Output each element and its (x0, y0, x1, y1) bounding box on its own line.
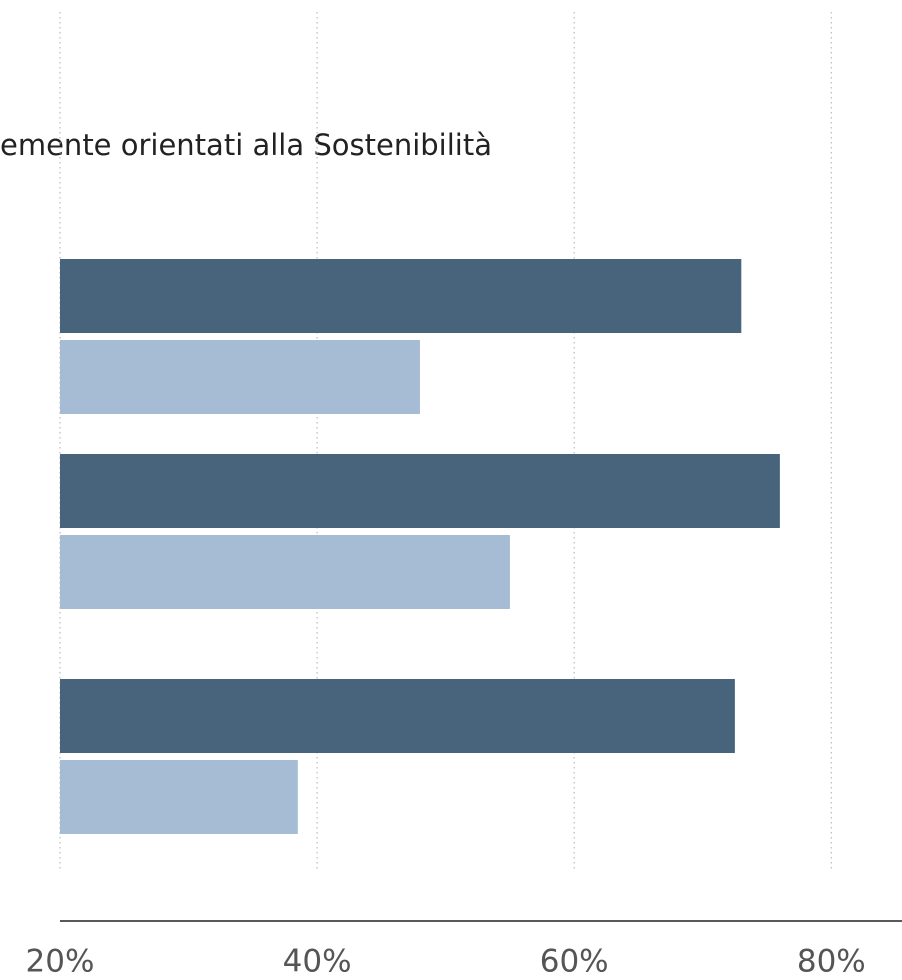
x-tick-label: 80% (797, 944, 866, 980)
bar (60, 760, 298, 834)
chart-title: emente orientati alla Sostenibilità (0, 128, 492, 162)
bar (60, 340, 420, 414)
x-tick-label: 40% (283, 944, 352, 980)
bar (60, 679, 735, 753)
x-tick-label: 60% (540, 944, 609, 980)
bar (60, 535, 510, 609)
bar (60, 454, 780, 528)
x-tick-label: 20% (26, 944, 95, 980)
bar (60, 259, 742, 333)
